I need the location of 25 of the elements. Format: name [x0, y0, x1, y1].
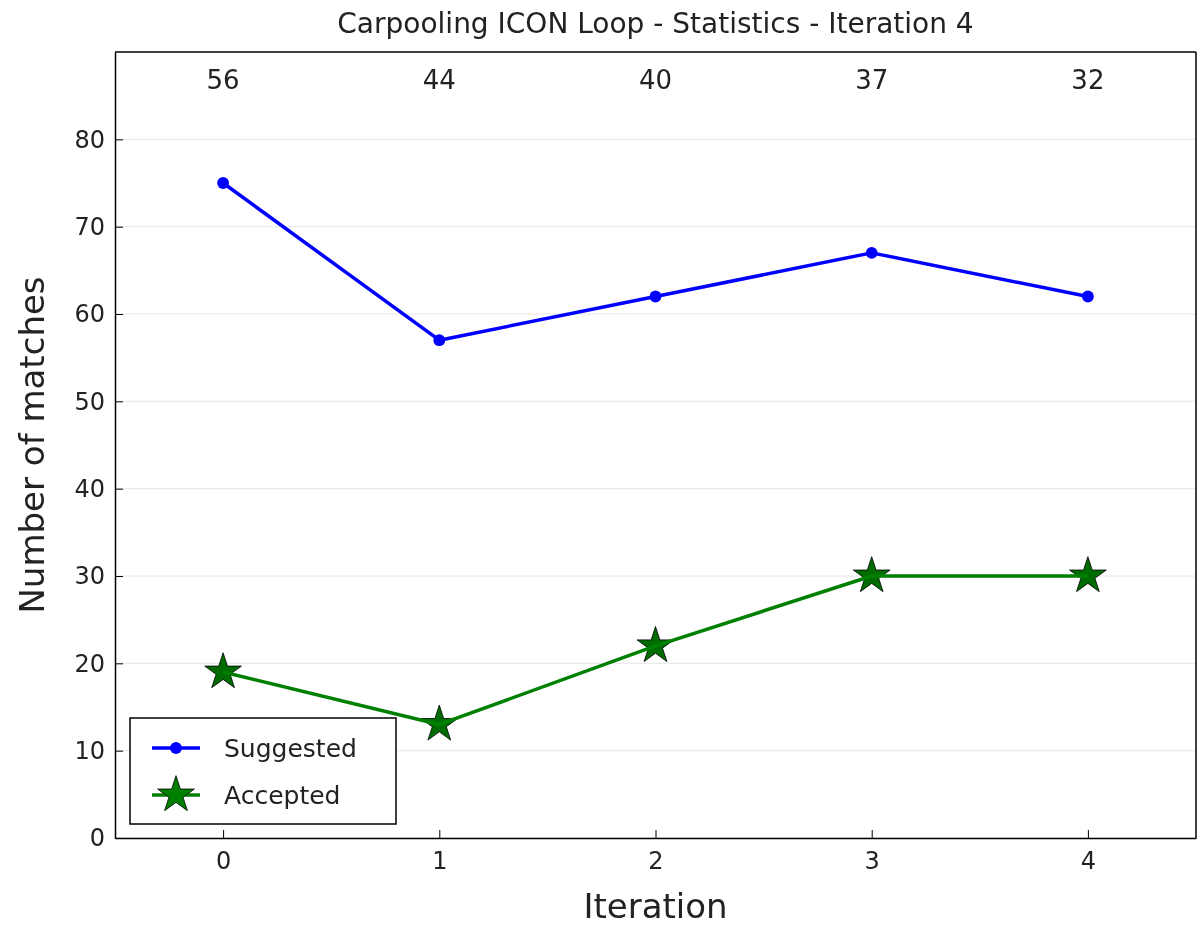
y-tick-label: 20 [74, 649, 105, 678]
y-tick-label: 40 [74, 474, 105, 503]
legend-label: Suggested [224, 734, 357, 763]
annotation: 56 [206, 65, 240, 95]
annotation: 37 [855, 65, 889, 95]
point [204, 652, 242, 689]
legend-label: Accepted [224, 781, 341, 810]
x-tick-label: 0 [215, 847, 232, 876]
annotation: 40 [638, 65, 673, 95]
y-tick-label: 60 [74, 300, 105, 329]
chart-title: Carpooling ICON Loop - Statistics - Iteration 4 [337, 7, 974, 40]
x-tick-label: 4 [1080, 847, 1097, 876]
annotation: 32 [1071, 65, 1105, 95]
y-axis-title: Number of matches [12, 276, 52, 614]
x-tick-label: 2 [648, 847, 664, 876]
y-tick-label: 70 [74, 212, 105, 241]
y-tick-label: 0 [89, 824, 105, 853]
x-axis-title: Iteration [583, 886, 728, 926]
y-tick-label: 80 [74, 125, 105, 154]
x-tick-label: 3 [864, 847, 880, 876]
annotation: 44 [422, 65, 456, 95]
x-tick-label: 1 [432, 847, 448, 876]
y-tick-label: 30 [74, 562, 105, 591]
y-tick-label: 50 [74, 387, 105, 416]
y-tick-label: 10 [74, 736, 105, 765]
